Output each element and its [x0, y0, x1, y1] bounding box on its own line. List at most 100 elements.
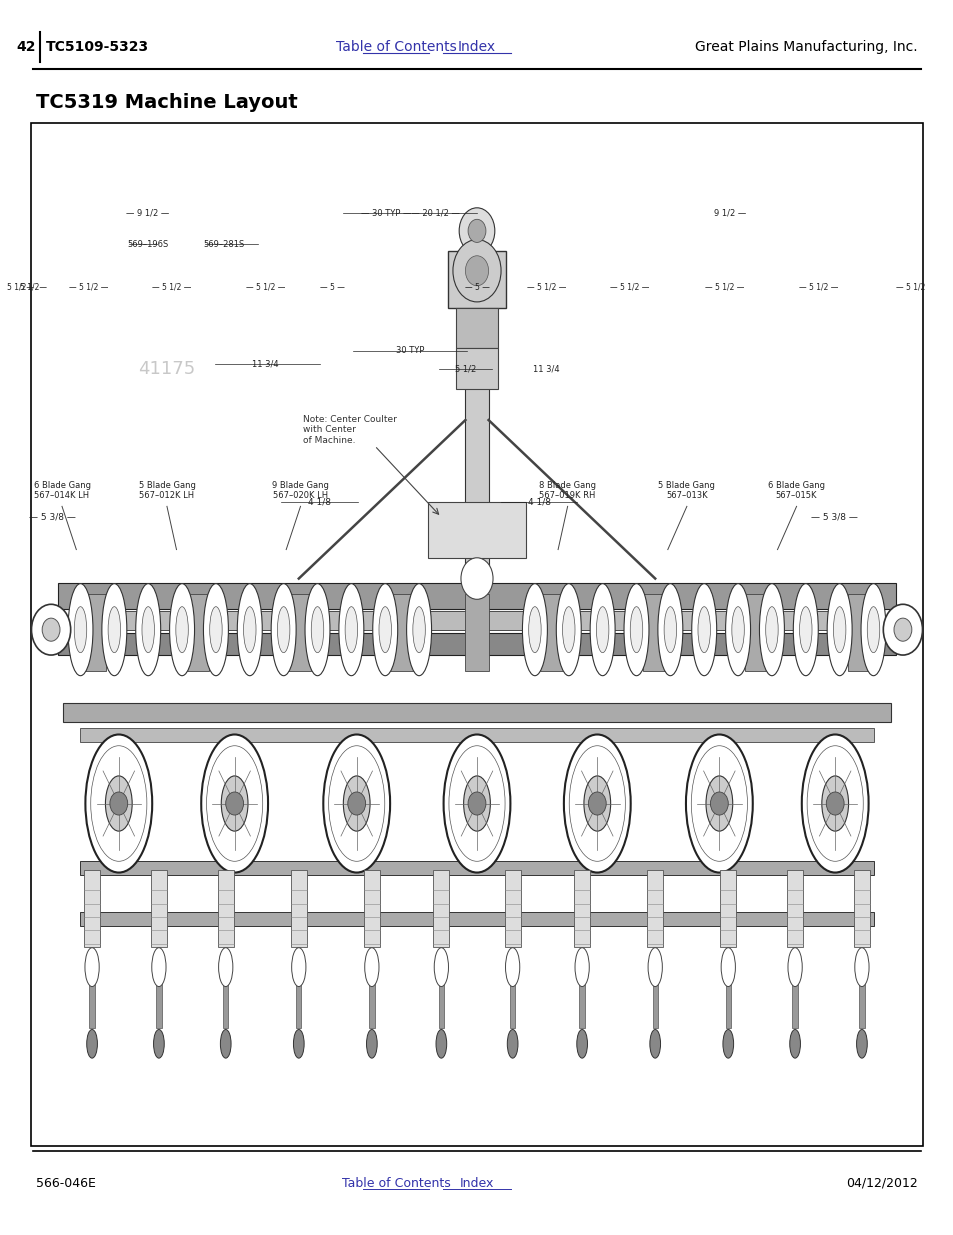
Ellipse shape — [86, 735, 152, 873]
Text: 5 1/2: 5 1/2 — [455, 364, 476, 373]
Circle shape — [348, 792, 365, 815]
Bar — [80, 911, 873, 926]
Circle shape — [453, 240, 500, 301]
Text: — 9 1/2 —: — 9 1/2 — — [126, 209, 170, 219]
Ellipse shape — [87, 1030, 97, 1058]
Ellipse shape — [720, 947, 735, 987]
Circle shape — [710, 792, 727, 815]
Text: — 5 —: — 5 — — [319, 283, 344, 291]
Text: 5 Blade Gang
567–013K: 5 Blade Gang 567–013K — [658, 480, 715, 500]
Bar — [456, 308, 497, 348]
Bar — [433, 869, 449, 947]
Bar — [853, 869, 869, 947]
Bar — [510, 967, 515, 1029]
Ellipse shape — [345, 606, 357, 652]
Bar — [223, 967, 228, 1029]
Ellipse shape — [142, 606, 154, 652]
Ellipse shape — [108, 606, 120, 652]
Ellipse shape — [507, 1030, 517, 1058]
Text: TC5319 Machine Layout: TC5319 Machine Layout — [36, 93, 297, 112]
Ellipse shape — [74, 606, 87, 652]
Circle shape — [42, 619, 60, 641]
Circle shape — [465, 256, 488, 285]
Ellipse shape — [577, 1030, 587, 1058]
Ellipse shape — [583, 776, 610, 831]
Bar — [504, 869, 520, 947]
Bar — [464, 594, 489, 671]
Ellipse shape — [294, 1030, 304, 1058]
Ellipse shape — [292, 947, 306, 987]
Bar — [428, 501, 525, 558]
Ellipse shape — [443, 735, 510, 873]
Ellipse shape — [505, 947, 519, 987]
Bar — [156, 967, 161, 1029]
Ellipse shape — [271, 584, 295, 676]
Ellipse shape — [152, 947, 166, 987]
Ellipse shape — [528, 606, 540, 652]
Bar — [217, 869, 233, 947]
Bar — [58, 583, 895, 609]
Ellipse shape — [201, 735, 268, 873]
Ellipse shape — [787, 947, 801, 987]
Bar — [31, 124, 922, 1146]
Ellipse shape — [623, 584, 648, 676]
Ellipse shape — [590, 584, 615, 676]
Text: 4 1/8: 4 1/8 — [527, 498, 550, 506]
Text: 9 1/2 —: 9 1/2 — — [713, 209, 745, 219]
Ellipse shape — [866, 606, 879, 652]
Text: — 5 1/2 —: — 5 1/2 — — [704, 283, 744, 291]
Text: — 5 1/2: — 5 1/2 — [896, 283, 924, 291]
Ellipse shape — [856, 1030, 866, 1058]
Bar — [652, 967, 658, 1029]
Ellipse shape — [434, 947, 448, 987]
Bar — [295, 967, 301, 1029]
Ellipse shape — [833, 606, 845, 652]
Ellipse shape — [731, 606, 743, 652]
Text: Table of Contents: Table of Contents — [341, 1177, 450, 1189]
Text: — 5 3/8 —: — 5 3/8 — — [810, 513, 858, 521]
Circle shape — [31, 604, 71, 655]
Text: 41175: 41175 — [138, 359, 195, 378]
Ellipse shape — [175, 606, 188, 652]
Ellipse shape — [218, 947, 233, 987]
Bar — [76, 611, 877, 630]
Ellipse shape — [522, 584, 547, 676]
Text: — 5 —: — 5 — — [464, 283, 489, 291]
Text: 8 Blade Gang
567–019K RH: 8 Blade Gang 567–019K RH — [538, 480, 596, 500]
Text: — 5 1/2 —: — 5 1/2 — — [245, 283, 285, 291]
Bar — [81, 594, 106, 671]
Ellipse shape — [861, 584, 885, 676]
Ellipse shape — [85, 947, 99, 987]
Ellipse shape — [793, 584, 818, 676]
Ellipse shape — [366, 1030, 376, 1058]
Text: Note: Center Coulter
with Center
of Machine.: Note: Center Coulter with Center of Mach… — [303, 415, 396, 445]
Ellipse shape — [102, 584, 127, 676]
Text: 4 1/8: 4 1/8 — [308, 498, 331, 506]
Text: 6 Blade Gang
567–014K LH: 6 Blade Gang 567–014K LH — [33, 480, 91, 500]
Ellipse shape — [722, 1030, 733, 1058]
Bar — [286, 594, 311, 671]
Ellipse shape — [323, 735, 390, 873]
Ellipse shape — [563, 735, 630, 873]
Bar — [642, 594, 667, 671]
Ellipse shape — [68, 584, 92, 676]
Ellipse shape — [826, 584, 851, 676]
Ellipse shape — [305, 584, 330, 676]
Ellipse shape — [343, 776, 370, 831]
Bar — [786, 869, 802, 947]
Bar — [447, 252, 506, 308]
Text: 566-046E: 566-046E — [36, 1177, 96, 1189]
Bar — [847, 594, 872, 671]
Bar — [438, 967, 443, 1029]
Bar — [369, 967, 375, 1029]
Ellipse shape — [647, 947, 661, 987]
Text: — 5 1/2 —: — 5 1/2 — — [69, 283, 109, 291]
Ellipse shape — [220, 1030, 231, 1058]
Ellipse shape — [311, 606, 323, 652]
Text: — 5 1/2 —: — 5 1/2 — — [152, 283, 192, 291]
Text: Index: Index — [459, 1177, 494, 1189]
Text: 9 Blade Gang
567–020K LH: 9 Blade Gang 567–020K LH — [272, 480, 329, 500]
Ellipse shape — [221, 776, 248, 831]
Text: — 5 3/8 —: — 5 3/8 — — [29, 513, 76, 521]
Text: — 5 1/2 —: — 5 1/2 — — [798, 283, 838, 291]
